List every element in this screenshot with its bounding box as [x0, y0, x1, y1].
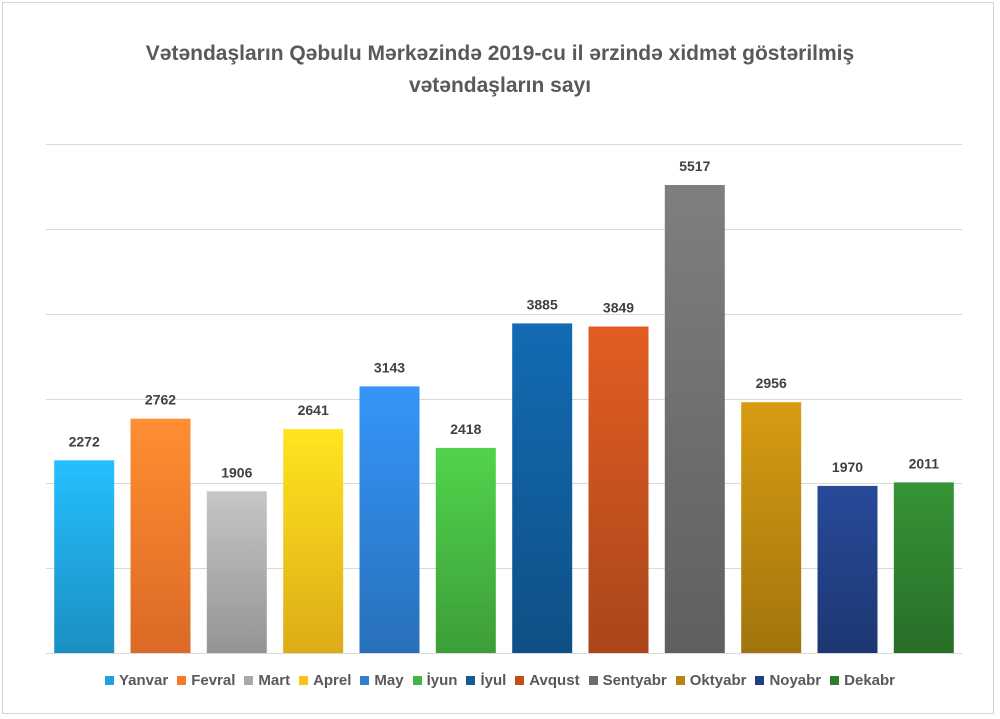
- legend-swatch: [466, 676, 476, 685]
- data-label: 2272: [69, 433, 100, 449]
- legend-swatch: [515, 676, 525, 685]
- chart-title: Vətəndaşların Qəbulu Mərkəzində 2019-cu …: [0, 38, 1000, 102]
- data-label: 2011: [909, 455, 940, 471]
- legend-item: Yanvar: [104, 672, 169, 689]
- data-label: 1970: [832, 459, 863, 475]
- data-label: 3143: [374, 359, 405, 375]
- bar-aprel: [283, 429, 344, 653]
- legend-label: Mart: [258, 672, 291, 689]
- legend-swatch: [412, 676, 422, 685]
- legend-item: İyul: [466, 672, 506, 689]
- legend-item: Dekabr: [830, 672, 895, 689]
- legend-swatch: [588, 676, 598, 685]
- data-label: 2418: [450, 421, 481, 437]
- legend-label: Aprel: [313, 672, 352, 689]
- legend-label: İyun: [426, 672, 458, 689]
- bar-may: [359, 386, 420, 653]
- data-label: 3885: [527, 296, 558, 312]
- legend-item: Mart: [244, 672, 290, 689]
- legend-swatch: [830, 676, 840, 685]
- legend-item: İyun: [412, 672, 458, 689]
- legend-label: Sentyabr: [602, 672, 667, 689]
- legend-swatch: [177, 676, 187, 685]
- legend-label: Avqust: [529, 672, 580, 689]
- legend-item: Noyabr: [755, 672, 821, 689]
- bar-oktyabr: [741, 402, 802, 653]
- legend: Yanvar Fevral Mart Aprel May İyun İyul Avqust Se…: [0, 672, 1000, 689]
- legend-item: May: [360, 672, 404, 689]
- bar-avqust: [588, 326, 649, 653]
- legend-item: Avqust: [515, 672, 580, 689]
- data-label: 2762: [145, 392, 176, 408]
- bar-noyabr: [817, 485, 878, 653]
- bar-i̇yun: [435, 447, 496, 653]
- bar-sentyabr: [664, 185, 725, 653]
- legend-label: Noyabr: [769, 672, 822, 689]
- bar-yanvar: [54, 460, 115, 653]
- legend-item: Sentyabr: [588, 672, 667, 689]
- legend-swatch: [104, 676, 114, 685]
- legend-item: Oktyabr: [675, 672, 747, 689]
- chart-title-line-1: Vətəndaşların Qəbulu Mərkəzində 2019-cu …: [145, 42, 855, 65]
- legend-item: Fevral: [177, 672, 235, 689]
- bar-i̇yul: [512, 323, 573, 653]
- legend-swatch: [755, 676, 765, 685]
- legend-swatch: [360, 676, 370, 685]
- legend-label: Oktyabr: [689, 672, 747, 689]
- data-label: 1906: [221, 464, 252, 480]
- data-labels: 2272 2762 1906 2641 3143 2418 3885 3849 5517 2956…: [69, 158, 940, 480]
- chart-title-line-2: vətəndaşların sayı: [408, 74, 592, 97]
- legend-swatch: [675, 676, 685, 685]
- bars: [54, 185, 954, 653]
- legend-label: Dekabr: [844, 672, 896, 689]
- legend-label: İyul: [480, 672, 507, 689]
- bar-mart: [206, 491, 267, 653]
- data-label: 2641: [298, 402, 329, 418]
- data-label: 5517: [679, 158, 710, 174]
- data-label: 2956: [756, 375, 787, 391]
- legend-label: May: [374, 672, 404, 689]
- legend-swatch: [299, 676, 309, 685]
- bar-dekabr: [893, 482, 954, 653]
- bar-fevral: [130, 418, 191, 653]
- legend-swatch: [244, 676, 254, 685]
- legend-label: Yanvar: [118, 672, 169, 689]
- data-label: 3849: [603, 300, 634, 316]
- legend-label: Fevral: [191, 672, 236, 689]
- legend-item: Aprel: [299, 672, 351, 689]
